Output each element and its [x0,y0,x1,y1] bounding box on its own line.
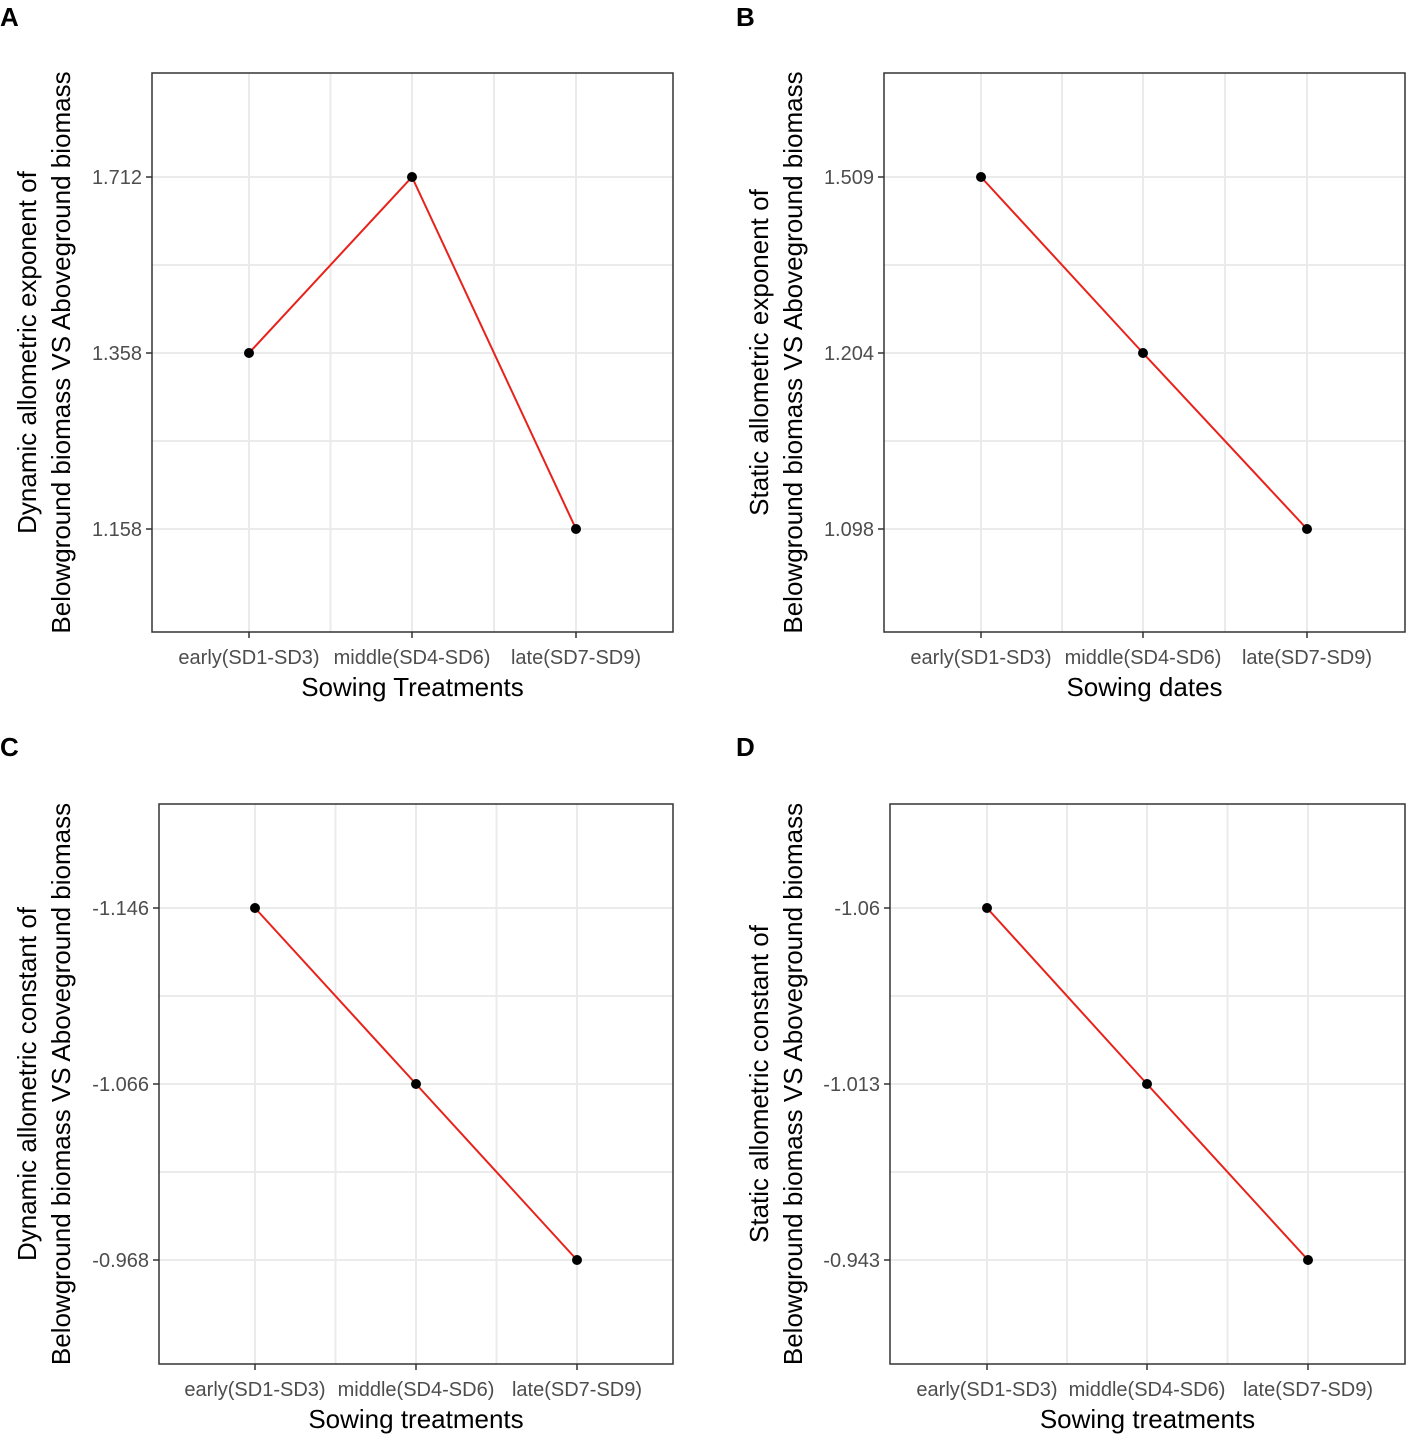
panel-letter: D [736,732,755,762]
panel-a: A 1.712 1.358 1.158 early(SD1-SD3) middle(SD4… [0,2,674,702]
data-point [1303,1255,1313,1265]
x-tick-label: early(SD1-SD3) [910,647,1051,669]
panel-letter: A [0,2,19,32]
y-tick-label: 1.358 [92,343,142,365]
y-axis-title-line-1: Dynamic allometric exponent of [12,170,42,533]
y-axis-title-line-1: Dynamic allometric constant of [12,906,42,1261]
y-axis-title-line-2: Belowground biomass VS Aboveground bioma… [778,71,808,633]
panel-border [889,803,1406,1365]
x-tick-label: late(SD7-SD9) [511,647,641,669]
x-tick-label: late(SD7-SD9) [1243,1379,1373,1401]
y-tick-label: 1.098 [824,519,874,541]
y-axis-title-line-2: Belowground biomass VS Aboveground bioma… [46,71,76,633]
data-point [250,903,260,913]
x-axis-title: Sowing dates [1066,672,1222,702]
y-tick-label: -1.066 [92,1074,149,1096]
y-axis-title-line-1: Static allometric constant of [744,924,774,1243]
panel-letter: C [0,732,19,762]
y-axis-title-line-2: Belowground biomass VS Aboveground bioma… [778,803,808,1365]
x-tick-label: early(SD1-SD3) [184,1379,325,1401]
y-tick-label: 1.158 [92,519,142,541]
y-tick-label: -1.013 [823,1074,880,1096]
x-tick-label: middle(SD4-SD6) [338,1379,495,1401]
panel-border [883,72,1406,633]
y-axis-title-line-1: Static allometric exponent of [744,188,774,515]
y-tick-label: 1.204 [824,343,874,365]
data-point [407,172,417,182]
x-tick-label: early(SD1-SD3) [178,647,319,669]
y-axis-title-line-2: Belowground biomass VS Aboveground bioma… [46,803,76,1365]
panel-b: B 1.509 1.204 1.098 early(SD1-SD3) middle(SD4… [736,2,1406,702]
data-point [1142,1079,1152,1089]
x-tick-label: middle(SD4-SD6) [334,647,491,669]
y-tick-label: -0.943 [823,1250,880,1272]
y-tick-label: -0.968 [92,1250,149,1272]
x-tick-label: late(SD7-SD9) [1242,647,1372,669]
data-point [1302,524,1312,534]
data-point [1138,348,1148,358]
panel-d: D -1.06 -1.013 -0.943 early(SD1-SD3) middle(S… [736,732,1406,1434]
x-axis-title: Sowing Treatments [301,672,524,702]
y-tick-label: -1.146 [92,898,149,920]
panel-border [158,803,674,1365]
panel-letter: B [736,2,755,32]
y-tick-label: 1.509 [824,167,874,189]
data-point [976,172,986,182]
x-axis-title: Sowing treatments [308,1404,523,1434]
panel-c: C -1.146 -1.066 -0.968 early(SD1-SD3) middle(… [0,732,674,1434]
y-tick-label: -1.06 [834,898,880,920]
data-point [571,524,581,534]
x-tick-label: middle(SD4-SD6) [1065,647,1222,669]
x-tick-label: late(SD7-SD9) [512,1379,642,1401]
panel-border [151,72,674,633]
y-tick-label: 1.712 [92,167,142,189]
data-point [244,348,254,358]
data-point [982,903,992,913]
x-axis-title: Sowing treatments [1040,1404,1255,1434]
x-tick-label: middle(SD4-SD6) [1069,1379,1226,1401]
data-point [411,1079,421,1089]
x-tick-label: early(SD1-SD3) [916,1379,1057,1401]
data-point [572,1255,582,1265]
